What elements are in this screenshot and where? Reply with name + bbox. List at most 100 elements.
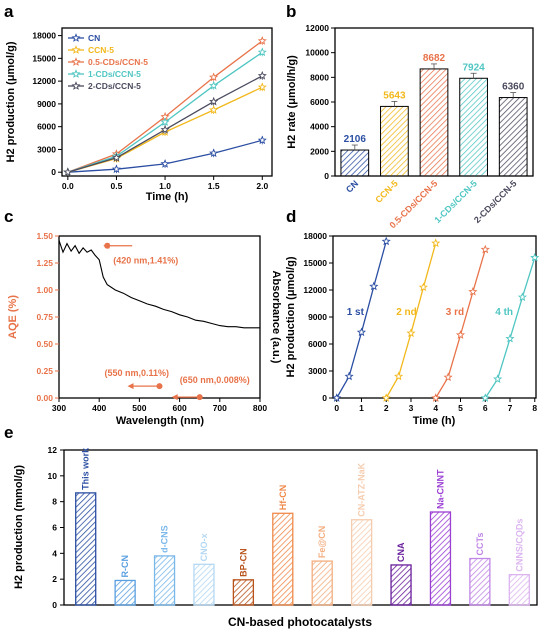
panel-d-point [431, 393, 441, 402]
panel-d-point [468, 287, 478, 296]
panel-a-plot-frame [61, 27, 273, 177]
panel-a-ytick-label: 18000 [32, 31, 56, 41]
panel-b-bar-2-cds-ccn-5 [498, 97, 528, 177]
panel-a-point-2-cds-ccn-5 [209, 96, 219, 106]
panel-d-xtick-label: 2 [384, 403, 389, 413]
panel-c-ytick-label: 1.25 [36, 258, 53, 268]
panel-d-xtick-label: 1 [359, 403, 364, 413]
panel-b-ytick-label: 12000 [305, 23, 329, 33]
panel-a-ytick-label: 0 [51, 167, 56, 177]
panel-c-xtick-label: 400 [92, 403, 106, 413]
panel-c-xtick-label: 300 [52, 403, 66, 413]
panel-d-xtick-label: 3 [409, 403, 414, 413]
panel-b-ytick-label: 8000 [310, 72, 329, 82]
panel-d-point [480, 244, 490, 254]
panel-e: e 0 2 4 6 8 10 12 This work R-CN d-CNS CNO-x BP-CN… [4, 423, 538, 629]
panel-c-aqe-label: (550 nm,0.11%) [105, 368, 170, 378]
panel-a-point-0-5-cds-ccn-5 [257, 36, 267, 45]
panel-b-label: b [286, 2, 296, 21]
panel-b-value-label: 7924 [462, 62, 485, 73]
panel-a-legend-1-cds-ccn-5: 1-CDs/CCN-5 [88, 69, 141, 79]
panel-e-category-label: CNNS/CQDs [514, 519, 524, 572]
panel-d-ytick-label: 9000 [308, 312, 327, 322]
panel-b-category-label: CN [344, 178, 360, 194]
panel-a-point-cn [209, 148, 219, 158]
panel-c-xlabel: Wavelength (nm) [116, 415, 205, 427]
panel-e-category-label: Fe@CN [317, 526, 327, 558]
panel-e-ylabel: H2 production (mmol/g) [13, 465, 25, 589]
panel-c-xtick-label: 600 [173, 403, 187, 413]
panel-b-ytick-label: 6000 [310, 97, 329, 107]
panel-e-ytick-label: 8 [52, 497, 57, 507]
panel-e-category-label: R-CN [120, 555, 130, 578]
panel-c-xtick-label: 500 [132, 403, 146, 413]
panel-a-xtick-label: 2.0 [256, 181, 268, 191]
panel-d-xtick-label: 0 [334, 403, 339, 413]
panel-d-ytick-label: 15000 [303, 258, 327, 268]
panel-a-ylabel: H2 production (μmol/g) [5, 41, 17, 162]
panel-d-series-1-st [336, 241, 387, 399]
panel-d-series-4-th [484, 257, 536, 399]
panel-a-point-2-cds-ccn-5 [257, 71, 267, 80]
panel-d-ytick-label: 3000 [308, 366, 327, 376]
panel-a-ytick-label: 12000 [32, 76, 56, 86]
panel-a-legend-0-5-cds-ccn-5: 0.5-CDs/CCN-5 [88, 57, 148, 67]
panel-e-bar-cn-atz-nak [350, 519, 373, 606]
panel-c-label: c [4, 207, 13, 226]
panel-e-bar-ccts [469, 557, 491, 606]
panel-b-ytick-label: 0 [324, 171, 329, 181]
panel-a-legend-marker [71, 81, 81, 90]
panel-c-aqe-arrowhead [127, 383, 134, 390]
panel-e-bar-cna [390, 564, 412, 606]
panel-d-point [517, 292, 527, 302]
panel-d-ytick-label: 0 [322, 393, 327, 403]
panel-a-point-ccn-5 [257, 82, 267, 92]
panel-d-point [530, 252, 540, 262]
panel-d-xtick-label: 7 [508, 403, 513, 413]
panel-a-xtick-label: 1.5 [208, 181, 220, 191]
panel-d-point [381, 236, 391, 246]
panel-b-ytick-label: 2000 [310, 146, 329, 156]
panel-e-bar-hf-cn [272, 512, 294, 606]
panel-a-point-0-5-cds-ccn-5 [209, 72, 219, 82]
panel-b: b 0 2000 4000 6000 8000 10000 12000 2106 CN 5643… [286, 2, 534, 230]
panel-e-ytick-label: 4 [52, 548, 57, 558]
panel-d-label: d [286, 207, 296, 226]
panel-a-legend-cn: CN [88, 33, 100, 43]
panel-d-xtick-label: 4 [433, 403, 438, 413]
panel-d-xtick-label: 6 [483, 403, 488, 413]
panel-e-bar-this-work [75, 492, 97, 606]
panel-b-bar-0-5-cds-ccn-5 [419, 68, 449, 177]
panel-e-category-label: This work [81, 447, 91, 490]
panel-a-legend-ccn-5: CCN-5 [88, 45, 114, 55]
panel-e-bar-na-cnnt [429, 511, 452, 606]
panel-b-bar-1-cds-ccn-5 [459, 77, 488, 177]
panel-d-point [480, 393, 490, 402]
panel-a: a 0 3000 6000 9000 12000 15000 18000 0.0 0.5 1.0 1… [4, 2, 273, 203]
panel-e-bar-fe-cn [311, 560, 333, 606]
panel-a-legend-marker [71, 33, 81, 42]
panel-b-bar-ccn-5 [380, 105, 409, 177]
panel-c-ytick-label: 0.00 [36, 393, 53, 403]
panel-e-category-label: CN-ATZ-NaK [357, 462, 367, 516]
panel-c-ylabel-right: Absorbance (a.u.) [270, 271, 282, 364]
panel-a-point-cn [257, 135, 267, 145]
panel-d-run-label: 2 nd [396, 307, 417, 318]
panel-e-ytick-label: 10 [48, 471, 58, 481]
panel-b-category-label: CCN-5 [373, 178, 400, 205]
panel-e-category-label: CNA [396, 542, 406, 562]
panel-d-series-3-rd [435, 249, 486, 399]
panel-d-point [406, 328, 416, 338]
panel-c-ytick-label: 0.75 [36, 312, 53, 322]
panel-b-ylabel: H2 rate (μmol/h/g) [286, 55, 298, 149]
panel-e-xlabel: CN-based photocatalysts [228, 615, 372, 629]
panel-a-xlabel: Time (h) [146, 191, 189, 203]
panel-c-aqe-label: (420 nm,1.41%) [113, 256, 178, 266]
panel-a-legend-marker [71, 69, 81, 78]
panel-a-ytick-label: 3000 [37, 144, 56, 154]
panel-a-point-ccn-5 [209, 105, 219, 114]
panel-e-ytick-label: 2 [52, 574, 57, 584]
panel-d-point [332, 393, 342, 402]
panel-b-ytick-label: 10000 [305, 48, 329, 58]
